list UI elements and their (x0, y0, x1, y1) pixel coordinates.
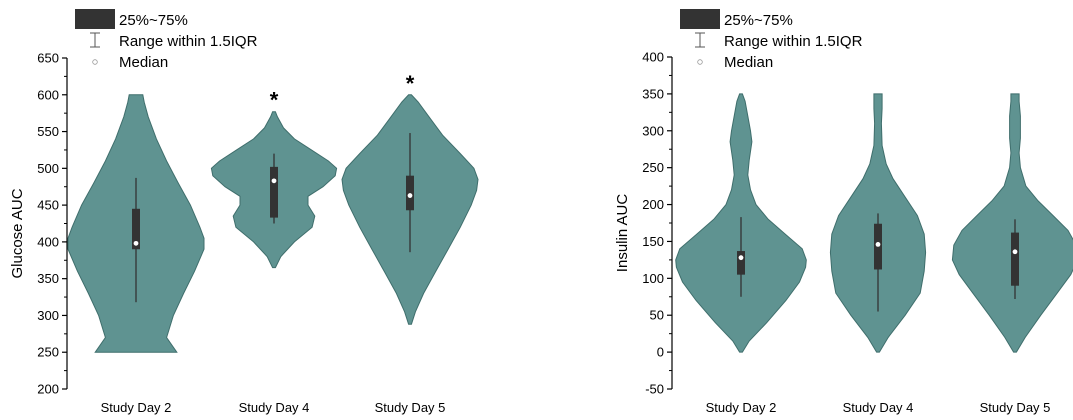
x-category-label: Study Day 4 (843, 400, 914, 415)
legend-median-marker (92, 59, 98, 65)
violin-group (951, 93, 1073, 353)
y-tick-label: 450 (37, 198, 59, 213)
y-axis: -50 0 50 100 150 200 250 300 350 400 Insulin AUC (614, 50, 673, 397)
median-dot (271, 178, 277, 184)
y-tick-label: 550 (37, 124, 59, 139)
iqr-box (132, 208, 140, 250)
iqr-box (1011, 232, 1019, 286)
significance-marker: * (270, 88, 279, 113)
y-tick-label: 150 (642, 234, 664, 249)
y-tick-label: 650 (37, 51, 59, 66)
y-tick-label: 400 (642, 50, 664, 65)
legend-box-label: 25%~75% (119, 12, 188, 29)
x-category-label: Study Day 2 (101, 400, 172, 415)
violin-group (829, 93, 927, 353)
y-tick-label: 400 (37, 234, 59, 249)
y-tick-label: 600 (37, 87, 59, 102)
y-tick-label: 50 (650, 308, 664, 323)
y-tick-label: 300 (37, 308, 59, 323)
legend: 25%~75% Range within 1.5IQR Median (680, 9, 863, 71)
y-tick-label: 300 (642, 123, 664, 138)
y-tick-label: 250 (37, 345, 59, 360)
y-axis: 200 250 300 350 400 450 500 550 600 650 Glucose AU… (9, 51, 68, 397)
x-category-label: Study Day 5 (375, 400, 446, 415)
y-tick-label: 250 (642, 160, 664, 175)
legend-box-swatch (680, 9, 720, 29)
y-axis-title: Glucose AUC (9, 188, 26, 278)
y-tick-label: -50 (645, 382, 664, 397)
y-tick-label: 100 (642, 271, 664, 286)
legend-median-label: Median (724, 54, 773, 71)
y-tick-label: 500 (37, 161, 59, 176)
legend-median-marker (697, 59, 703, 65)
iqr-box (737, 251, 745, 275)
significance-marker: * (406, 71, 415, 96)
median-dot (738, 255, 744, 261)
legend: 25%~75% Range within 1.5IQR Median (75, 9, 258, 71)
iqr-box (270, 166, 278, 218)
y-tick-label: 200 (37, 382, 59, 397)
median-dot (1012, 249, 1018, 255)
x-category-label: Study Day 4 (239, 400, 310, 415)
y-axis-title: Insulin AUC (614, 194, 631, 273)
y-tick-label: 0 (657, 345, 664, 360)
median-dot (407, 193, 413, 198)
violin-group: * (210, 88, 338, 269)
iqr-box (406, 175, 414, 211)
x-category-label: Study Day 2 (706, 400, 777, 415)
legend-whisker-label: Range within 1.5IQR (119, 33, 258, 50)
violin-group (675, 93, 807, 353)
median-dot (133, 240, 139, 246)
violin-body (951, 93, 1073, 353)
legend-box-swatch (75, 9, 115, 29)
glucose-panel: 25%~75% Range within 1.5IQR Median 200 250 30… (9, 9, 479, 415)
violin-group (67, 94, 205, 353)
x-category-label: Study Day 5 (980, 400, 1051, 415)
legend-whisker-label: Range within 1.5IQR (724, 33, 863, 50)
y-tick-label: 200 (642, 197, 664, 212)
insulin-panel: 25%~75% Range within 1.5IQR Median -50 0 50 10… (614, 9, 1073, 415)
violin-group: * (341, 71, 479, 325)
y-tick-label: 350 (37, 271, 59, 286)
y-tick-label: 350 (642, 86, 664, 101)
legend-box-label: 25%~75% (724, 12, 793, 29)
legend-median-label: Median (119, 54, 168, 71)
median-dot (875, 241, 881, 247)
